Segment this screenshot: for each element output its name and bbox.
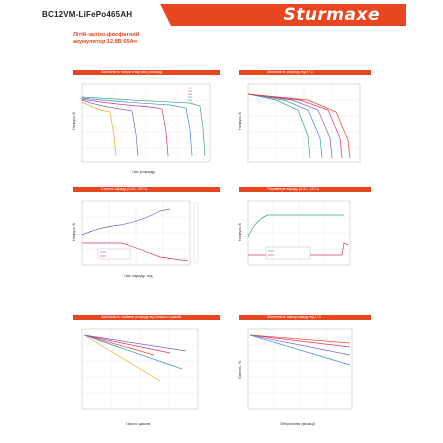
subtitle-line-1: Літій-залізо-фосфатний xyxy=(73,32,140,38)
chart-charge-params: Напруга, В xyxy=(238,200,351,266)
series-curve-5 xyxy=(81,96,206,157)
header-banner: BC12VM-LiFePo465AH Sturmaxe xyxy=(36,4,406,26)
legend-box xyxy=(97,248,131,260)
x-axis-label: Час розряду xyxy=(132,169,155,174)
gridlines xyxy=(248,201,350,265)
y-axis-label: Напруга, В xyxy=(72,111,76,130)
series-line-1 xyxy=(249,334,351,348)
series-line-2 xyxy=(249,334,351,344)
panel-title-charge-params: Параметри заряду (0.5C, 25°C) xyxy=(239,187,371,192)
y-axis-label: Напруга, В xyxy=(72,222,76,241)
panel-title-cycles: Залежність глибини розряду від кількості… xyxy=(73,315,220,320)
subtitle-line-2: акумулятор 12.8В 65Ач xyxy=(73,39,137,45)
series-curve-5 xyxy=(247,93,351,159)
series-voltage xyxy=(247,214,344,238)
panel-title-discharge-temp: Залежність розряду від t,°С xyxy=(239,70,371,75)
series-curve-4 xyxy=(247,93,343,159)
series-curve-2 xyxy=(247,93,323,159)
panel-title-self-discharge: Залежність саморозряду від t,°С xyxy=(239,315,371,320)
y-axis-label: Напруга, В xyxy=(238,222,242,241)
panel-title-discharge-time: Залежність напруги від часу розряду xyxy=(73,70,220,75)
series-voltage xyxy=(81,208,171,236)
series-line-2 xyxy=(83,334,171,354)
series-line-4 xyxy=(249,334,351,366)
legend-box xyxy=(265,246,311,260)
chart-discharge-time: Напруга, В Час розряду xyxy=(72,83,211,174)
x-axis-label: Число циклів xyxy=(126,421,150,426)
chart-self-discharge: Ємність, % Зберігання (місяці) xyxy=(238,328,353,426)
model-name: BC12VM-LiFePo465AH xyxy=(42,10,133,19)
legend xyxy=(188,87,192,101)
chart-charge-stages: Напруга, В Час заряду, год xyxy=(72,200,199,278)
panel-title-charge-stages: Ступінь заряду (0.5C, 25°C) xyxy=(73,187,220,192)
product-subtitle: Літій-залізо-фосфатний акумулятор 12.8В … xyxy=(73,32,233,46)
gridlines xyxy=(82,329,198,409)
series-line-3 xyxy=(249,334,351,356)
y-axis-label: Напруга, В xyxy=(238,111,242,130)
y-axis-label: Ємність, % xyxy=(238,360,242,379)
brand-logo: Sturmaxe xyxy=(283,5,380,25)
series-current xyxy=(82,242,189,262)
series-curve-4 xyxy=(81,97,193,157)
series-curve-1 xyxy=(81,101,117,157)
series-line-1 xyxy=(83,334,155,356)
x-axis-label: Час заряду, год xyxy=(124,273,153,278)
series-curve-3 xyxy=(247,93,333,159)
series-line-4 xyxy=(83,334,183,370)
model-box: BC12VM-LiFePo465AH xyxy=(36,4,171,26)
series-curve-1 xyxy=(247,93,311,159)
series-line-3 xyxy=(83,334,187,352)
gridlines xyxy=(82,84,210,162)
series-curve-2 xyxy=(81,99,139,157)
series-curve-3 xyxy=(81,98,169,157)
chart-discharge-temp: Напруга, В xyxy=(238,83,361,163)
x-axis-label: Зберігання (місяці) xyxy=(280,421,316,426)
chart-cycles-depth: Число циклів xyxy=(81,328,199,426)
right-axis-ticks xyxy=(193,202,199,264)
series-line-5 xyxy=(83,334,161,382)
